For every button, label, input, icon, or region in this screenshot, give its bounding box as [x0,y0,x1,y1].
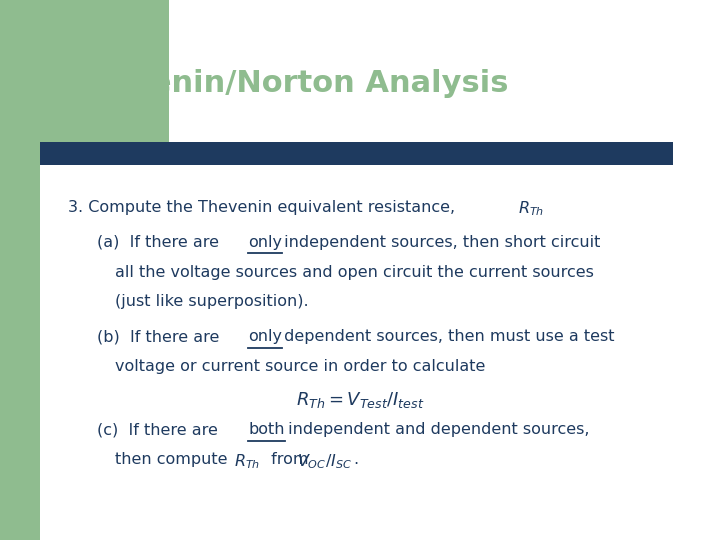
Text: Thevenin/Norton Analysis: Thevenin/Norton Analysis [68,69,509,98]
Text: (c)  If there are: (c) If there are [97,422,223,437]
Text: only: only [248,329,282,345]
FancyBboxPatch shape [0,0,40,540]
Text: dependent sources, then must use a test: dependent sources, then must use a test [279,329,615,345]
Text: (just like superposition).: (just like superposition). [115,294,309,309]
Text: (a)  If there are: (a) If there are [97,235,225,250]
Text: both: both [248,422,285,437]
Text: $V_{OC}/I_{SC}$: $V_{OC}/I_{SC}$ [297,452,352,471]
Text: only: only [248,235,282,250]
FancyBboxPatch shape [40,142,673,165]
Text: independent and dependent sources,: independent and dependent sources, [283,422,590,437]
Text: independent sources, then short circuit: independent sources, then short circuit [279,235,600,250]
Text: 3. Compute the Thevenin equivalent resistance,: 3. Compute the Thevenin equivalent resis… [68,200,461,215]
Text: from: from [266,452,314,467]
Text: $R_{Th}$: $R_{Th}$ [234,452,260,471]
Text: $R_{Th}$$ = V_{Test}/I_{test}$: $R_{Th}$$ = V_{Test}/I_{test}$ [296,390,424,410]
Text: $R_{Th}$: $R_{Th}$ [518,200,544,219]
Text: (b)  If there are: (b) If there are [97,329,225,345]
FancyBboxPatch shape [40,0,169,151]
Text: .: . [353,452,358,467]
Text: voltage or current source in order to calculate: voltage or current source in order to ca… [115,359,485,374]
Text: then compute: then compute [115,452,233,467]
Text: all the voltage sources and open circuit the current sources: all the voltage sources and open circuit… [115,265,594,280]
